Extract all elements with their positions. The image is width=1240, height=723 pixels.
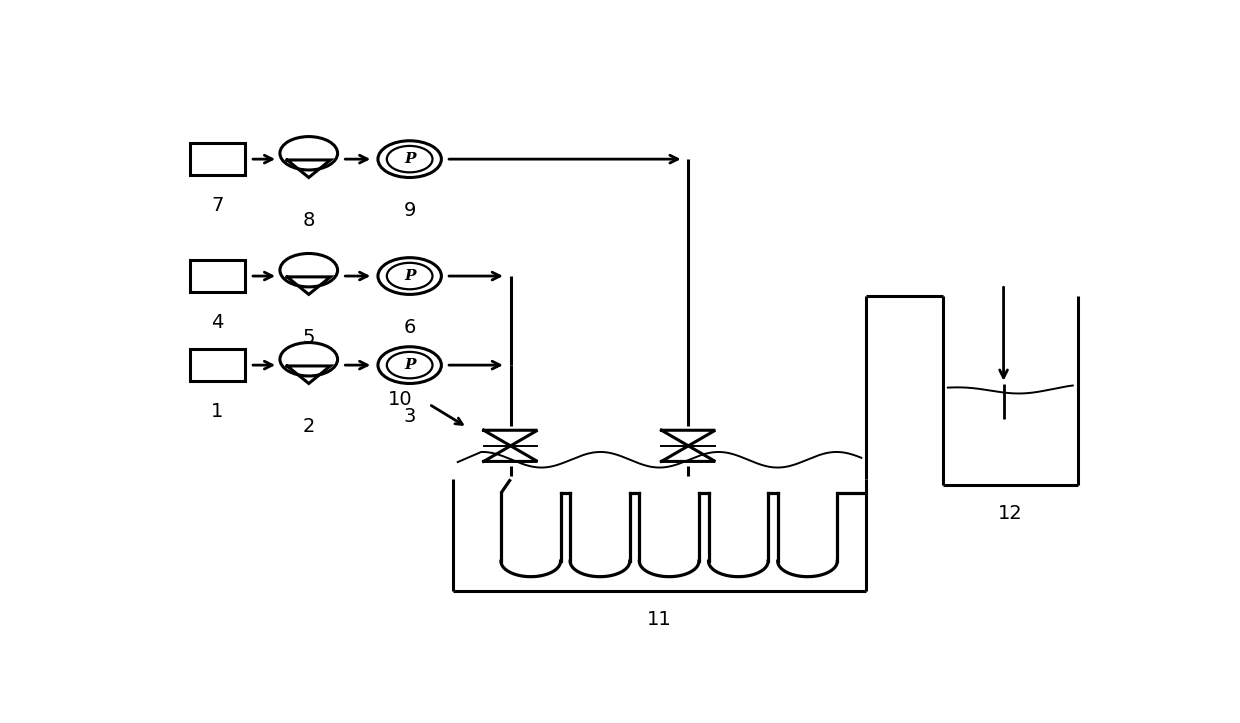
- Text: 6: 6: [403, 318, 415, 337]
- Text: 3: 3: [403, 407, 415, 426]
- Text: P: P: [404, 358, 415, 372]
- Text: P: P: [404, 269, 415, 283]
- Text: 1: 1: [211, 403, 223, 422]
- Text: 4: 4: [211, 313, 223, 333]
- Text: P: P: [404, 152, 415, 166]
- Text: 8: 8: [303, 211, 315, 230]
- Text: 7: 7: [211, 197, 223, 215]
- Bar: [190, 143, 246, 175]
- Bar: [190, 349, 246, 381]
- Bar: [190, 260, 246, 292]
- Text: 2: 2: [303, 417, 315, 436]
- Text: 10: 10: [388, 390, 413, 409]
- Text: 12: 12: [998, 505, 1023, 523]
- Text: 11: 11: [647, 610, 672, 629]
- Text: 5: 5: [303, 328, 315, 347]
- Text: 9: 9: [403, 201, 415, 220]
